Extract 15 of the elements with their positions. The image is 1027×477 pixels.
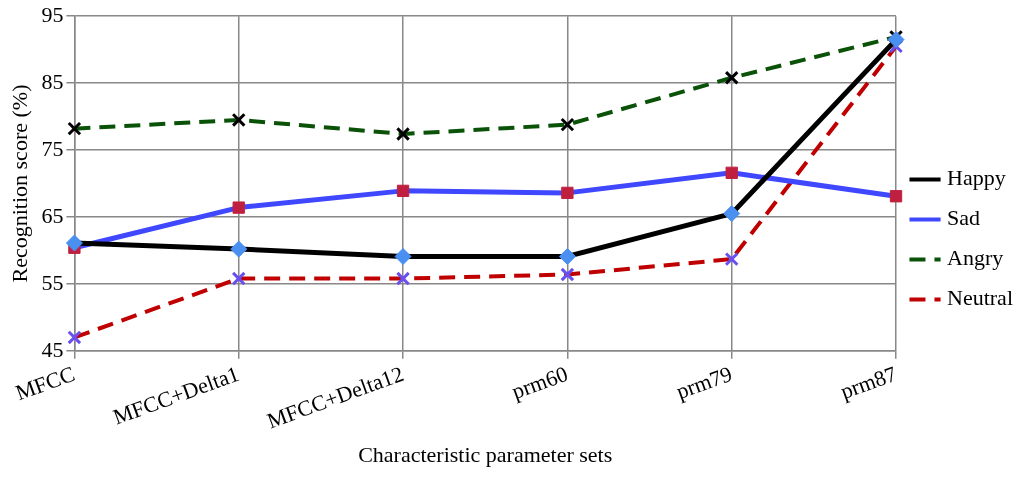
y-axis-title: Recognition score (%): [6, 84, 32, 283]
x-tick-label: prm79: [672, 360, 736, 404]
x-axis-title: Characteristic parameter sets: [358, 441, 613, 467]
y-tick-label: 95: [41, 1, 64, 27]
legend-label: Sad: [947, 205, 981, 231]
legend-label: Happy: [947, 165, 1006, 191]
x-tick-label: prm60: [508, 360, 572, 404]
y-tick-label: 65: [41, 202, 64, 228]
legend-label: Neutral: [947, 285, 1013, 311]
y-tick-label: 75: [41, 135, 64, 161]
y-tick-label: 55: [41, 269, 64, 295]
y-tick-label: 45: [41, 336, 64, 362]
y-tick-label: 85: [41, 68, 64, 94]
legend-label: Angry: [947, 245, 1004, 271]
x-tick-label: MFCC: [12, 360, 79, 406]
